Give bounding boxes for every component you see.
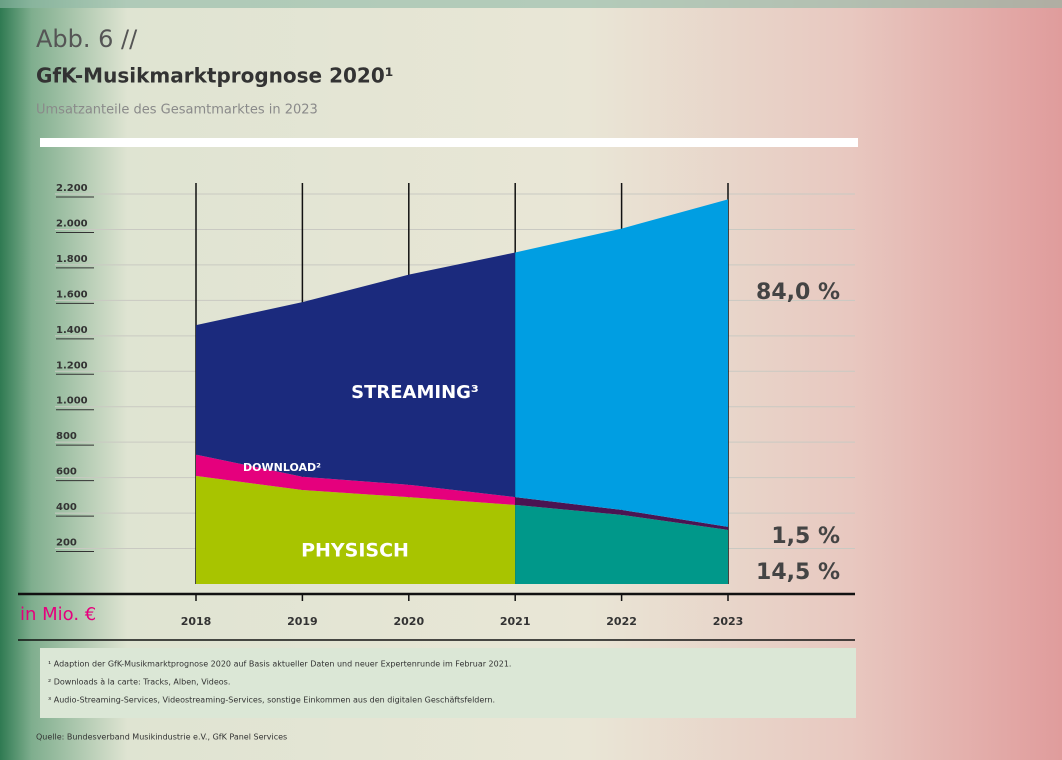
area-segment — [196, 454, 516, 505]
area-segment — [515, 497, 728, 530]
source: Quelle: Bundesverband Musikindustrie e.V… — [36, 733, 287, 742]
y-tick-label: 2.000 — [56, 218, 88, 229]
x-tick-label: 2018 — [181, 615, 212, 628]
top-strip — [0, 0, 1062, 8]
series-label: STREAMING³ — [351, 382, 479, 403]
share-label: 14,5 % — [756, 560, 840, 585]
area-segment — [196, 252, 516, 498]
area-segment — [515, 504, 728, 584]
area-segment — [515, 199, 728, 527]
series-label: DOWNLOAD² — [243, 461, 321, 474]
y-tick-label: 2.200 — [56, 183, 88, 194]
chart-title: GfK-Musikmarktprognose 2020¹ — [36, 64, 394, 88]
heading: Abb. 6 // — [36, 25, 138, 53]
footnote: ¹ Adaption der GfK-Musikmarktprognose 20… — [48, 660, 511, 669]
share-label: 1,5 % — [771, 524, 840, 549]
area-segment — [196, 475, 516, 584]
y-tick-label: 400 — [56, 502, 77, 513]
y-tick-label: 200 — [56, 538, 77, 549]
footnote: ³ Audio-Streaming-Services, Videostreami… — [48, 696, 495, 705]
x-tick-label: 2019 — [287, 615, 318, 628]
y-tick-label: 1.800 — [56, 254, 88, 265]
y-tick-label: 1.400 — [56, 325, 88, 336]
unit-label: in Mio. € — [20, 604, 96, 625]
x-tick-label: 2023 — [713, 615, 744, 628]
series-label: PHYSISCH — [301, 540, 409, 562]
subtitle: Umsatzanteile des Gesamtmarktes in 2023 — [36, 103, 318, 118]
divider — [40, 138, 858, 147]
x-tick-label: 2020 — [393, 615, 424, 628]
footnote-box — [40, 648, 856, 718]
x-tick-label: 2022 — [606, 615, 637, 628]
y-tick-label: 600 — [56, 467, 77, 478]
y-tick-label: 1.200 — [56, 360, 88, 371]
share-label: 84,0 % — [756, 280, 840, 305]
y-tick-label: 1.000 — [56, 396, 88, 407]
footnote: ² Downloads à la carte: Tracks, Alben, V… — [48, 678, 230, 687]
y-tick-label: 1.600 — [56, 289, 88, 300]
x-tick-label: 2021 — [500, 615, 531, 628]
y-tick-label: 800 — [56, 431, 77, 442]
